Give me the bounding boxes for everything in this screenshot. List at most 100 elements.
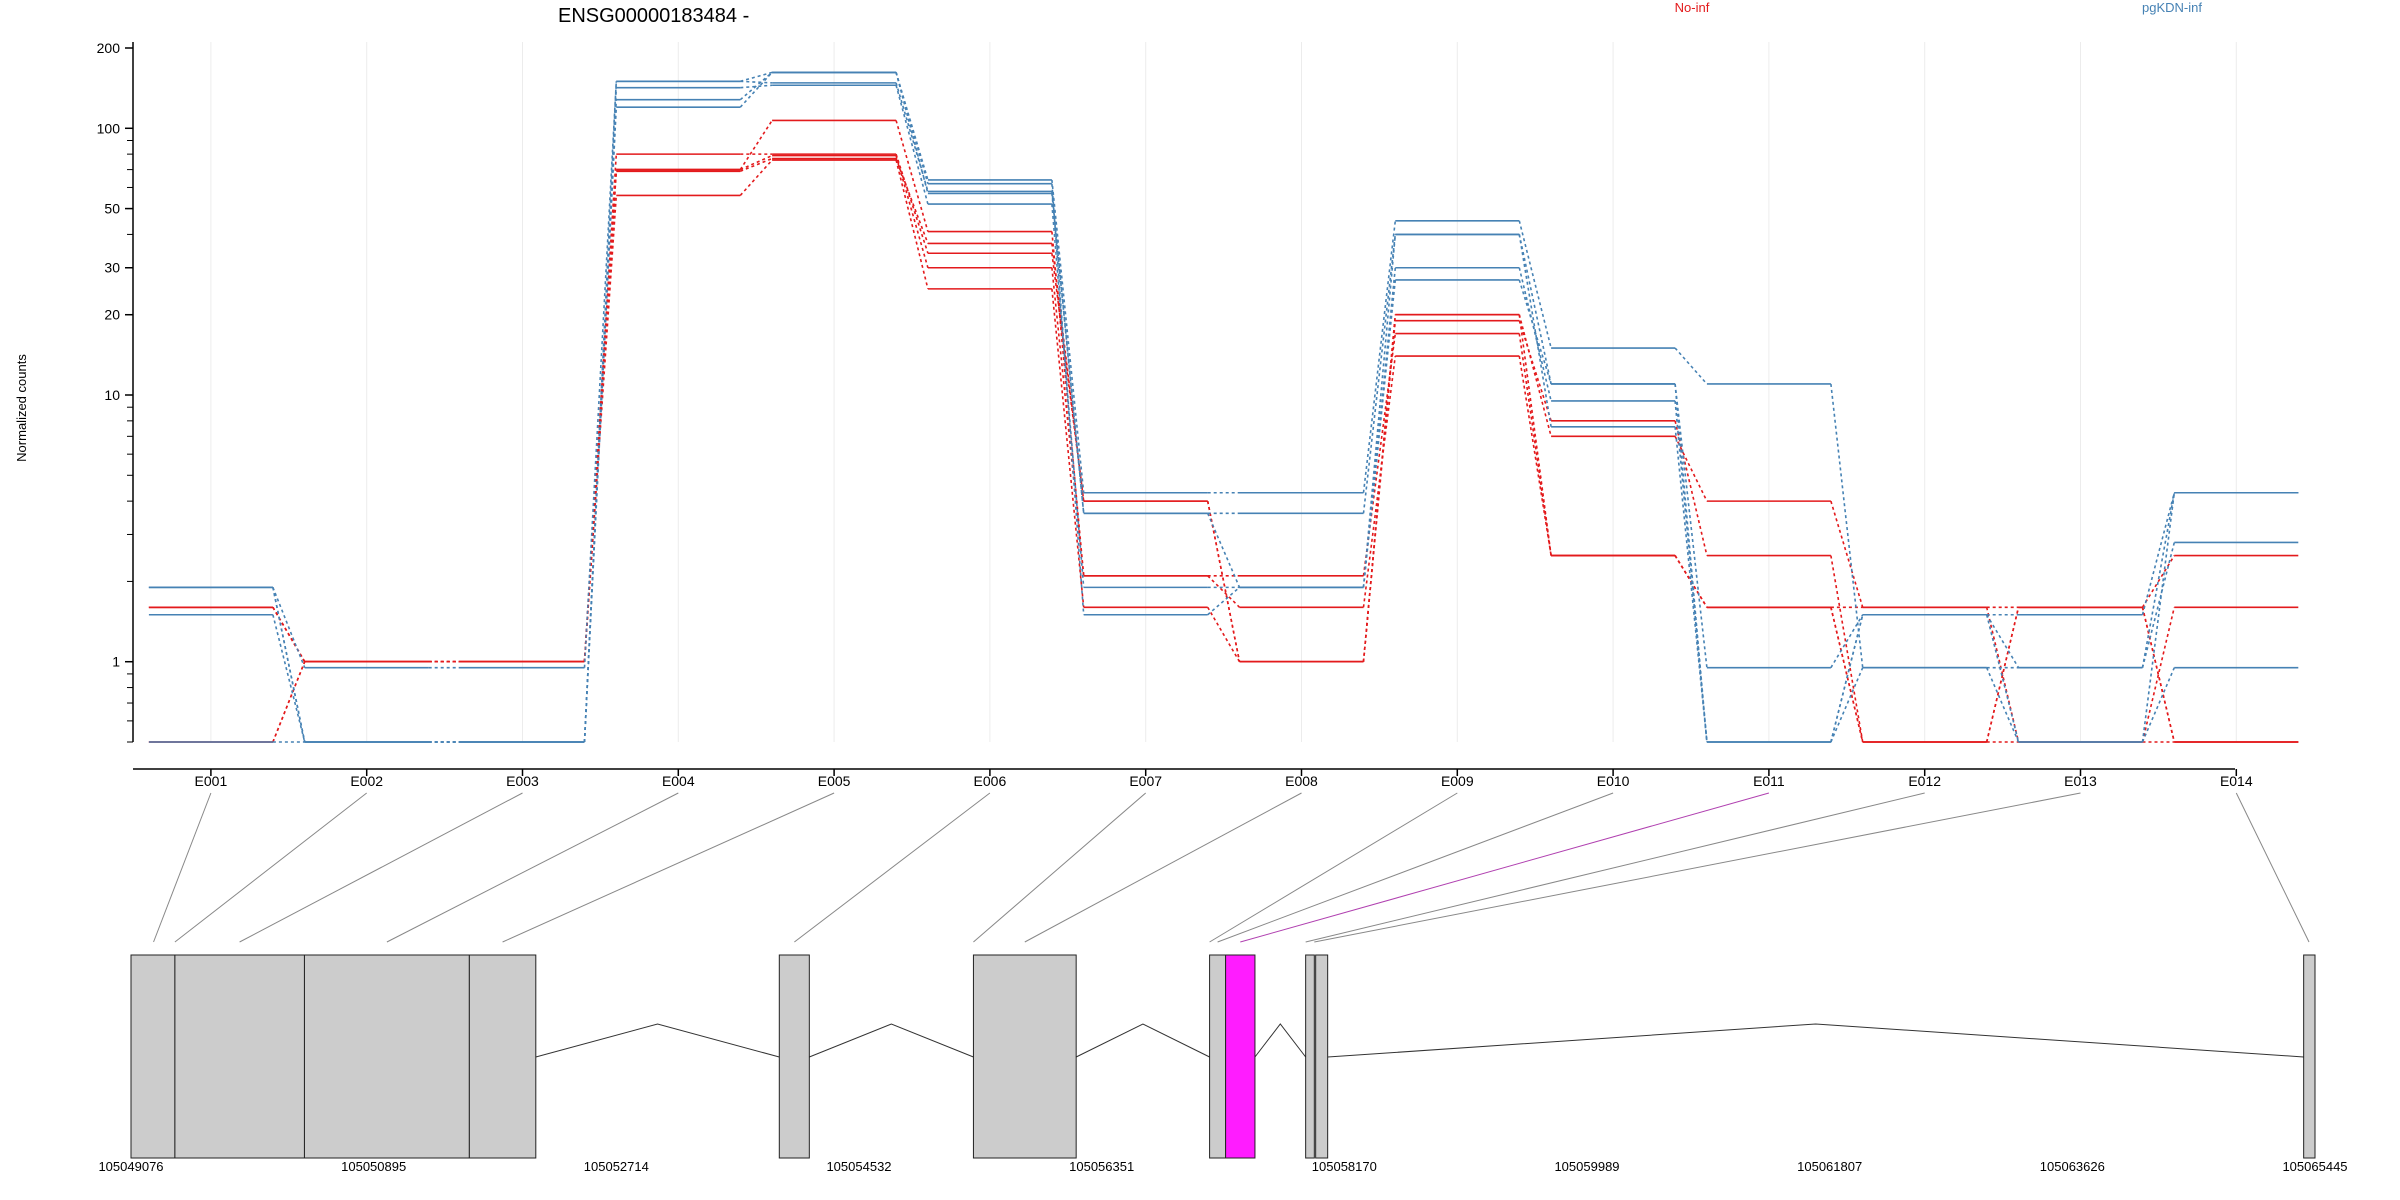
connector-e014 <box>2235 792 2310 943</box>
genomic-coordinate-label: 105058170 <box>1312 1159 1377 1174</box>
connector-e006 <box>794 792 991 943</box>
genomic-coordinate-label: 105050895 <box>341 1159 406 1174</box>
series-1-link-9 <box>1518 314 1552 437</box>
legend-entry-no-inf: No-inf <box>1675 0 1710 15</box>
intron-2 <box>809 1023 974 1058</box>
series-10-link-11 <box>1830 667 1864 743</box>
exon-block-3 <box>303 954 470 1159</box>
series-3-link-5 <box>895 120 929 232</box>
series-4-link-7 <box>1207 575 1241 608</box>
series-9-link-12 <box>1985 614 2020 743</box>
x-tick-label-e004: E004 <box>662 773 695 789</box>
exon-block-highlighted <box>1225 954 1256 1159</box>
series-10-link-1 <box>272 614 306 743</box>
series-1-link-4 <box>740 157 773 173</box>
exon-block-7 <box>1209 954 1227 1159</box>
series-5-link-11 <box>1830 607 1864 743</box>
exon-block-4 <box>468 954 537 1159</box>
genomic-coordinate-label: 105054532 <box>826 1159 891 1174</box>
genomic-axis-labels: 105049076 105050895 105052714 105054532 1050… <box>98 1159 2347 1174</box>
series-5-link-5 <box>895 153 929 254</box>
exon-block-2 <box>174 954 305 1159</box>
series-10-link-12 <box>1985 667 2020 743</box>
series-lines <box>148 71 2299 743</box>
series-6-link-1 <box>272 587 306 668</box>
series-9-link-7 <box>1206 513 1241 588</box>
connector-e012 <box>1305 792 1925 943</box>
exon-block-6 <box>972 954 1077 1159</box>
exon-block-5 <box>778 954 810 1159</box>
connector-e004 <box>386 792 679 943</box>
series-2-link-4 <box>739 159 773 196</box>
y-tick-label: 10 <box>104 387 120 403</box>
series-10-link-4 <box>740 80 773 84</box>
series-5-link-3 <box>583 154 618 662</box>
series-6-link-3 <box>583 81 618 668</box>
series-1-link-5 <box>895 158 929 244</box>
series-9-link-3 <box>583 107 618 743</box>
series-8-link-9 <box>1518 267 1552 402</box>
plot-axes <box>132 42 2235 770</box>
vertical-grid <box>210 42 2237 742</box>
connector-e005 <box>502 792 835 943</box>
series-4-link-1 <box>272 661 306 743</box>
x-tick-label-e008: E008 <box>1285 773 1318 789</box>
connector-e011 <box>1240 792 1770 943</box>
series-8 <box>148 71 2299 743</box>
series-8-link-6 <box>1051 183 1085 615</box>
x-tick-label-e013: E013 <box>2064 773 2097 789</box>
genomic-coordinate-label: 105049076 <box>98 1159 163 1174</box>
series-7-link-5 <box>895 85 929 205</box>
exon-block-10 <box>1315 954 1329 1159</box>
series-2-link-10 <box>1674 420 1708 556</box>
connector-e009 <box>1209 792 1458 943</box>
y-tick-label: 100 <box>97 120 121 136</box>
series-1-link-10 <box>1674 435 1708 502</box>
series-4-link-6 <box>1051 267 1085 576</box>
y-tick-label: 50 <box>104 201 120 217</box>
series-4-link-9 <box>1518 355 1552 556</box>
series-10-link-13 <box>2141 492 2176 743</box>
x-tick-label-e005: E005 <box>818 773 851 789</box>
series-9 <box>148 71 2299 743</box>
series-6-link-9 <box>1518 220 1552 349</box>
series-9-link-5 <box>895 72 929 194</box>
series-3-link-8 <box>1362 333 1397 576</box>
connector-e001 <box>153 792 212 943</box>
y-tick-label: 200 <box>97 40 121 56</box>
exon-block-9 <box>1305 954 1315 1159</box>
genomic-coordinate-label: 105059989 <box>1554 1159 1619 1174</box>
genomic-coordinate-label: 105061807 <box>1797 1159 1862 1174</box>
exon-connectors <box>153 792 2310 943</box>
connector-e013 <box>1314 792 2081 943</box>
series-7-link-4 <box>740 84 773 89</box>
series-3-link-12 <box>1985 607 2020 743</box>
series-5-link-9 <box>1518 314 1552 556</box>
series-7-link-11 <box>1830 614 1864 669</box>
series-2-link-11 <box>1830 555 1864 743</box>
series-3 <box>148 119 2299 743</box>
series-10-link-9 <box>1518 234 1552 385</box>
series-10-link-3 <box>583 81 618 743</box>
connector-e002 <box>174 792 368 943</box>
exon-block-1 <box>130 954 176 1159</box>
connector-e008 <box>1024 792 1302 943</box>
intron-1 <box>535 1023 780 1058</box>
series-1 <box>148 157 2299 743</box>
x-tick-label-e002: E002 <box>350 773 383 789</box>
genomic-coordinate-label: 105056351 <box>1069 1159 1134 1174</box>
series-8-link-7 <box>1207 586 1241 616</box>
y-tick-label: 30 <box>104 260 120 276</box>
series-2-link-5 <box>895 159 929 290</box>
series-2-link-6 <box>1051 288 1085 608</box>
series-10-link-5 <box>895 82 929 192</box>
chart-title: ENSG00000183484 - <box>558 5 749 27</box>
series-9-link-9 <box>1518 234 1552 427</box>
y-tick-label: 20 <box>104 307 120 323</box>
series-5-link-13 <box>2141 607 2176 743</box>
intron-5 <box>1327 1023 2304 1058</box>
series-4-link-5 <box>895 155 929 268</box>
x-tick-label-e014: E014 <box>2220 773 2253 789</box>
series-5-link-1 <box>272 606 306 663</box>
genomic-coordinate-label: 105065445 <box>2282 1159 2347 1174</box>
